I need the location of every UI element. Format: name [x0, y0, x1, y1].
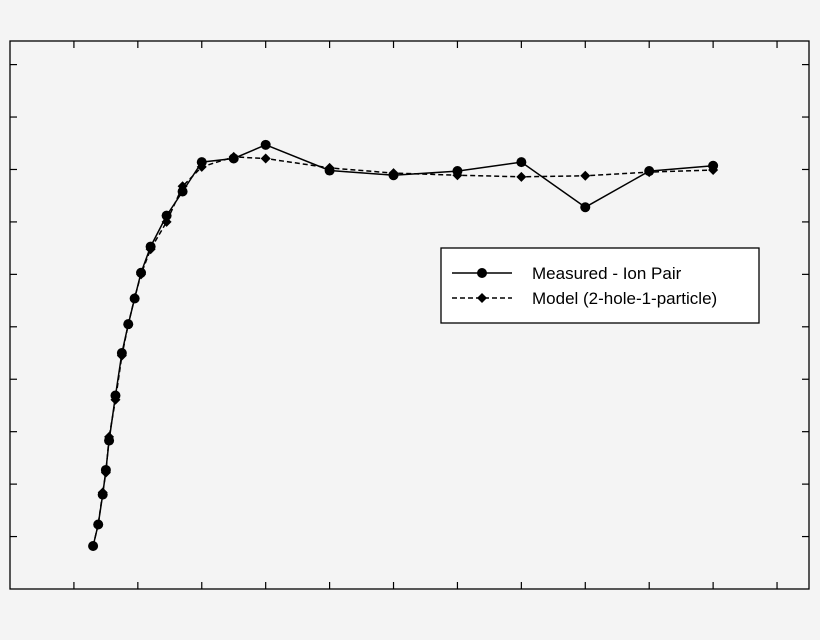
- measured-point-7: [123, 319, 134, 330]
- model-point-15: [260, 153, 271, 164]
- legend-marker-0: [477, 268, 487, 278]
- measured-point-21: [644, 166, 655, 177]
- measured-point-4: [104, 435, 115, 446]
- measured-point-20: [580, 202, 591, 213]
- measured-point-17: [388, 170, 399, 181]
- measured-point-3: [100, 464, 111, 475]
- model-point-20: [580, 170, 591, 181]
- measured-point-14: [228, 153, 239, 164]
- measured-point-2: [97, 489, 108, 500]
- measured-point-18: [452, 166, 463, 177]
- measured-point-8: [129, 293, 140, 304]
- legend-marker-1: [477, 293, 487, 303]
- measured-point-10: [145, 241, 156, 252]
- plot-frame: [9, 40, 810, 590]
- measured-point-15: [260, 139, 271, 150]
- measured-point-11: [161, 210, 172, 221]
- series-layer: [88, 139, 719, 551]
- measured-point-19: [516, 157, 527, 168]
- measured-point-0: [88, 540, 99, 551]
- measured-point-6: [116, 348, 127, 359]
- measured-point-16: [324, 165, 335, 176]
- measured-point-9: [136, 267, 147, 278]
- measured-point-22: [708, 160, 719, 171]
- legend: Measured - Ion Pair Model (2-hole-1-part…: [440, 247, 760, 324]
- model-point-19: [516, 171, 527, 182]
- measured-point-12: [177, 186, 188, 197]
- measured-point-1: [93, 519, 104, 530]
- measured-point-13: [196, 157, 207, 168]
- axis-ticks: [10, 41, 809, 589]
- legend-label-measured: Measured - Ion Pair: [532, 264, 682, 283]
- legend-box: [440, 247, 760, 324]
- measured-point-5: [110, 390, 121, 401]
- legend-item-measured: [452, 268, 512, 278]
- series-measured: [88, 139, 719, 551]
- legend-item-model: [452, 293, 512, 303]
- legend-label-model: Model (2-hole-1-particle): [532, 289, 717, 308]
